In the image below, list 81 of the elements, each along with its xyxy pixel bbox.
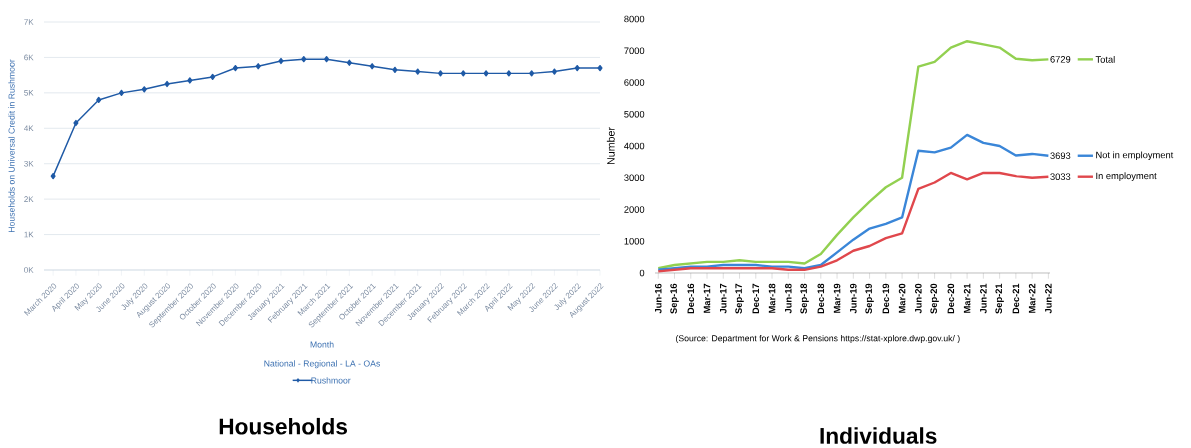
y-tick-label: 3000 (624, 174, 645, 182)
legend-title: National - Regional - LA - OAs (264, 360, 380, 369)
point (460, 70, 466, 77)
x-tick-label: Jun-21 (980, 283, 987, 314)
point (255, 63, 261, 70)
point (597, 64, 603, 72)
data-label: 3033 (1050, 173, 1071, 180)
y-tick-label: 4000 (624, 142, 645, 150)
y-tick-label: 3K (24, 160, 34, 167)
y-tick-label: 6K (24, 54, 34, 61)
point (346, 59, 352, 66)
y-tick-label: 2K (24, 196, 34, 202)
point (164, 80, 170, 88)
y-tick-label: 4K (24, 125, 34, 132)
x-tick-label: Mar-21 (963, 283, 971, 313)
y-tick-label: 6000 (624, 79, 645, 86)
y-tick-label: 7000 (624, 47, 645, 55)
text: (Source: Department for Work & Pensions https://stat-xplore.dwp.gov.uk/ ) (676, 334, 960, 344)
x-tick-label: Dec-21 (1012, 283, 1020, 314)
point (232, 64, 238, 72)
x-tick-label: Jun-18 (785, 283, 792, 314)
legend-label: Total (1095, 55, 1115, 63)
y-axis-title: Number (606, 127, 615, 165)
point (483, 70, 489, 77)
x-tick-label: Jun-20 (915, 283, 922, 314)
x-tick-label: Mar-20 (898, 283, 906, 313)
x-tick-label: Dec-20 (947, 283, 955, 314)
point (118, 89, 125, 96)
point (278, 57, 284, 65)
y-tick-label: 2000 (624, 206, 645, 213)
y-tick-label: 5000 (624, 110, 645, 118)
text: Individuals (820, 427, 937, 444)
point (96, 96, 102, 104)
point (50, 172, 56, 180)
x-tick-label: Sep-18 (800, 283, 809, 314)
text: Households (219, 417, 348, 435)
y-tick-label: 8000 (624, 15, 645, 23)
legend-label: Not in employment (1096, 151, 1174, 161)
legend-label: Rushmoor (311, 377, 351, 384)
point (73, 119, 79, 127)
y-axis-title: Households on Universal Credit in Rushmoor (8, 59, 15, 232)
data-label: 6729 (1050, 56, 1071, 63)
point (551, 68, 557, 75)
x-tick-label: Jun-22 (1045, 283, 1052, 314)
x-tick-label: Mar-19 (833, 283, 841, 313)
x-tick-label: Dec-18 (817, 283, 825, 314)
x-tick-label: Mar-22 (1028, 283, 1036, 313)
x-tick-label: Dec-16 (687, 283, 695, 314)
point (437, 70, 444, 77)
y-tick-label: 7K (24, 19, 34, 25)
point (324, 56, 330, 63)
x-tick-label: Sep-21 (995, 283, 1004, 314)
x-tick-label: Dec-17 (752, 283, 760, 314)
x-tick-label: Jun-19 (850, 283, 857, 314)
x-tick-label: Sep-17 (735, 283, 744, 314)
x-axis-title: Month (310, 341, 334, 348)
x-tick-label: Mar-18 (768, 283, 776, 313)
point (574, 64, 580, 72)
y-tick-label: 0 (639, 269, 645, 277)
point (506, 70, 512, 77)
x-tick-label: Jun-17 (720, 283, 727, 314)
point (415, 68, 421, 75)
point (301, 56, 307, 63)
point (529, 70, 535, 77)
x-tick-label: Sep-20 (930, 283, 939, 314)
legend-label: In employment (1096, 172, 1157, 182)
y-tick-label: 0K (24, 267, 34, 273)
point (369, 63, 375, 70)
x-tick-label: Dec-19 (882, 283, 890, 314)
x-tick-label: Mar-17 (703, 283, 711, 313)
point (392, 66, 398, 73)
y-tick-label: 1000 (624, 237, 645, 245)
x-tick-label: Jun-16 (654, 283, 662, 314)
data-label: 3693 (1050, 152, 1071, 160)
y-tick-label: 5K (24, 90, 34, 96)
x-tick-label: Sep-16 (670, 283, 679, 314)
point (141, 86, 147, 93)
x-tick-label: Sep-19 (865, 283, 874, 314)
y-tick-label: 1K (24, 231, 34, 238)
point (210, 73, 216, 81)
point (187, 77, 193, 84)
